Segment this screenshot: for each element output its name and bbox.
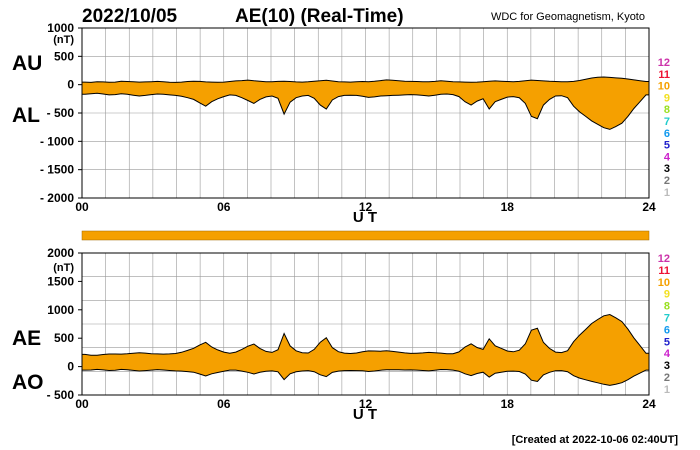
- x-tick-label: 24: [642, 200, 656, 214]
- station-count-label: 10: [658, 277, 670, 289]
- y-tick-label: 1000: [47, 21, 74, 35]
- y-tick-label: (nT): [53, 262, 74, 274]
- al-label: AL: [12, 104, 40, 127]
- station-count-label: 5: [664, 336, 670, 348]
- series-line-au: [82, 76, 649, 83]
- station-count-label: 2: [664, 372, 670, 384]
- plot-frame: [81, 252, 650, 396]
- data-area: [82, 313, 649, 386]
- station-count-label: 7: [664, 313, 670, 325]
- x-tick-label: 06: [217, 397, 231, 411]
- y-tick-label: 0: [67, 78, 74, 92]
- series-line-ao: [82, 368, 649, 386]
- station-count-label: 8: [664, 301, 670, 313]
- y-tick-label: - 1000: [40, 134, 74, 148]
- data-area: [82, 76, 649, 130]
- series-line-ae: [82, 313, 649, 356]
- y-tick-label: - 2000: [40, 191, 74, 205]
- y-tick-label: - 1500: [40, 163, 74, 177]
- x-tick-label: 18: [501, 397, 515, 411]
- station-count-label: 3: [664, 360, 670, 372]
- y-tick-label: 500: [54, 331, 74, 345]
- grid: [82, 28, 649, 198]
- x-tick-label: 00: [75, 200, 89, 214]
- station-count-label: 9: [664, 289, 670, 301]
- series-line-al: [82, 92, 649, 130]
- au-label: AU: [12, 52, 42, 75]
- station-count-label: 4: [664, 348, 671, 360]
- y-tick-label: 500: [54, 49, 74, 63]
- y-tick-label: 0: [67, 360, 74, 374]
- x-tick-label: 12: [359, 397, 373, 411]
- y-tick-label: 2000: [47, 246, 74, 260]
- source-label: WDC for Geomagnetism, Kyoto: [491, 11, 645, 23]
- station-count-label: 6: [664, 128, 670, 140]
- x-axis-label: U T: [353, 209, 377, 226]
- x-tick-label: 06: [217, 200, 231, 214]
- range-fill-area: [82, 314, 649, 386]
- data-availability-bar: [81, 230, 650, 241]
- station-count-label: 2: [664, 175, 670, 187]
- station-count-label: 1: [664, 187, 670, 199]
- chart-title: AE(10) (Real-Time): [235, 6, 404, 27]
- station-count-label: 8: [664, 104, 670, 116]
- station-count-label: 11: [658, 265, 670, 277]
- x-axis-ticks: 00 06 12 18 24: [75, 397, 656, 411]
- y-axis-ticks: 2000 (nT)1500 1000 500 0 - 500: [47, 246, 82, 402]
- x-tick-label: 12: [359, 200, 373, 214]
- x-tick-label: 24: [642, 397, 656, 411]
- ao-label: AO: [12, 371, 44, 394]
- station-count-label: 5: [664, 140, 670, 152]
- station-count-label: 11: [658, 69, 670, 81]
- x-axis-label: U T: [353, 406, 377, 423]
- station-count-label: 1: [664, 384, 670, 396]
- station-count-label: 9: [664, 92, 670, 104]
- ae-label: AE: [12, 327, 41, 350]
- y-axis-unit: (nT): [53, 34, 74, 46]
- x-axis-ticks: 00 06 12 18 24: [75, 200, 656, 214]
- station-count-label: 4: [664, 151, 671, 163]
- x-tick-label: 18: [501, 200, 515, 214]
- station-count-label: 10: [658, 81, 670, 93]
- station-count-label: 6: [664, 324, 670, 336]
- x-tick-label: 00: [75, 397, 89, 411]
- station-count-label: 12: [658, 57, 670, 69]
- y-tick-label: 1000: [47, 303, 74, 317]
- y-axis-ticks: 1000 500 0 - 500 - 1000 - 1500 - 2000: [40, 21, 82, 205]
- y-tick-label: - 500: [47, 106, 75, 120]
- station-count-label: 3: [664, 163, 670, 175]
- created-timestamp: [Created at 2022-10-06 02:40UT]: [512, 434, 679, 446]
- range-fill-area: [82, 77, 649, 130]
- date-label: 2022/10/05: [82, 6, 178, 27]
- y-tick-label: 1500: [47, 274, 74, 288]
- station-count-label: 12: [658, 253, 670, 265]
- station-count-label: 7: [664, 116, 670, 128]
- y-tick-label: - 500: [47, 388, 75, 402]
